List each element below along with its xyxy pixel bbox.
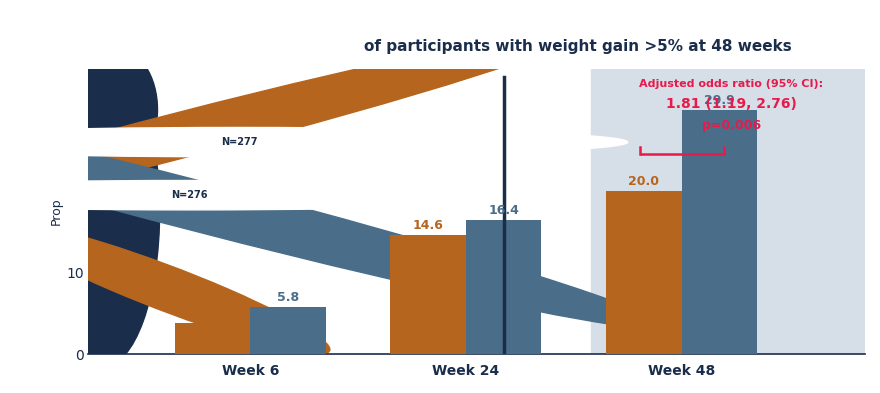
Text: of participants with weight gain >5% at 48 weeks: of participants with weight gain >5% at … bbox=[364, 39, 792, 55]
Ellipse shape bbox=[0, 86, 664, 329]
Text: 20.0: 20.0 bbox=[628, 175, 659, 188]
Bar bbox=[175, 323, 250, 354]
Text: 5.8: 5.8 bbox=[277, 291, 299, 304]
Text: N=276: N=276 bbox=[172, 190, 208, 200]
Text: BIC/FTC/TAF: BIC/FTC/TAF bbox=[216, 194, 291, 204]
Text: 16.4: 16.4 bbox=[488, 204, 519, 217]
Bar bbox=[606, 191, 682, 354]
Bar bbox=[591, 69, 871, 354]
Bar bbox=[250, 307, 326, 354]
Ellipse shape bbox=[76, 48, 158, 171]
Circle shape bbox=[0, 180, 578, 210]
Y-axis label: Prop: Prop bbox=[50, 198, 63, 225]
Text: 14.6: 14.6 bbox=[413, 219, 444, 232]
Circle shape bbox=[0, 127, 627, 157]
Bar bbox=[391, 235, 466, 354]
Ellipse shape bbox=[7, 224, 330, 354]
Ellipse shape bbox=[48, 57, 159, 367]
Text: 29.9: 29.9 bbox=[704, 94, 735, 107]
Bar bbox=[466, 220, 541, 354]
Text: N=277: N=277 bbox=[221, 137, 258, 147]
Text: 1.81 (1.19, 2.76): 1.81 (1.19, 2.76) bbox=[666, 97, 796, 111]
Text: Adjusted odds ratio (95% CI):: Adjusted odds ratio (95% CI): bbox=[639, 79, 824, 88]
Bar bbox=[682, 110, 757, 354]
Text: p=0.006: p=0.006 bbox=[701, 119, 761, 132]
Text: 3.8: 3.8 bbox=[202, 307, 224, 320]
Text: DTG/3TC: DTG/3TC bbox=[181, 129, 235, 139]
Ellipse shape bbox=[0, 29, 585, 239]
